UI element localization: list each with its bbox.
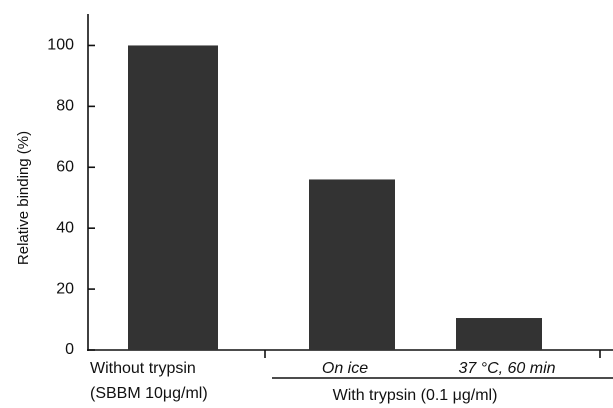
x-tick-label: 37 °C, 60 min — [458, 360, 555, 377]
y-tick-label: 100 — [47, 37, 74, 54]
y-axis-label: Relative binding (%) — [15, 131, 32, 265]
bar — [128, 45, 218, 351]
x-tick-label: (SBBM 10μg/ml) — [90, 385, 208, 402]
bar — [456, 318, 542, 350]
group-label: With trypsin (0.1 μg/ml) — [333, 387, 498, 404]
x-tick-label: Without trypsin — [90, 360, 196, 377]
y-tick-label: 60 — [56, 158, 74, 175]
y-tick-label: 80 — [56, 98, 74, 115]
y-tick-label: 20 — [56, 280, 74, 297]
bar — [309, 179, 395, 350]
y-tick-label: 0 — [65, 341, 74, 358]
x-tick-label: On ice — [322, 360, 368, 377]
y-tick-label: 40 — [56, 219, 74, 236]
